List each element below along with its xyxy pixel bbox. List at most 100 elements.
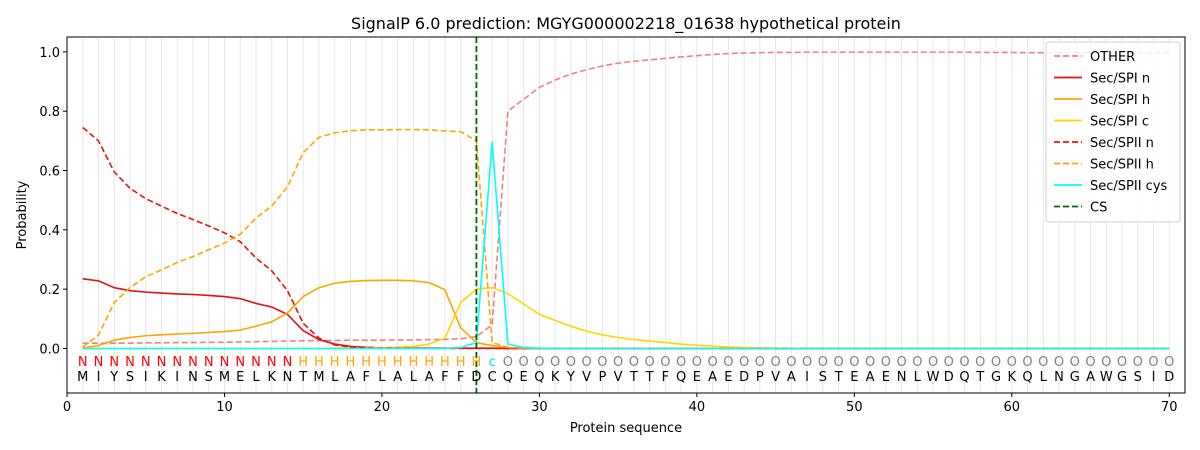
region-label: N (283, 355, 293, 370)
region-label: H (330, 355, 340, 370)
region-label: O (802, 355, 812, 370)
sequence-residue: N (283, 370, 293, 385)
y-tick-label: 0.2 (39, 283, 60, 298)
sequence-residue: E (882, 370, 890, 385)
sequence-residue: T (975, 370, 984, 385)
region-label: N (78, 355, 88, 370)
sequence-residue: A (787, 370, 796, 385)
region-label: O (597, 355, 607, 370)
x-tick-label: 30 (531, 400, 548, 415)
sequence-residue: W (1100, 370, 1113, 385)
sequence-residue: A (425, 370, 434, 385)
sequence-residue: F (662, 370, 669, 385)
sequence-residue: L (252, 370, 260, 385)
region-label: O (991, 355, 1001, 370)
x-tick-label: 10 (216, 400, 233, 415)
region-label: O (707, 355, 717, 370)
sequence-residue: K (157, 370, 166, 385)
sequence-residue: A (346, 370, 355, 385)
plot-frame (66, 36, 1186, 394)
region-label: O (534, 355, 544, 370)
region-label: O (1085, 355, 1095, 370)
sequence-residue: M (77, 370, 88, 385)
region-label: N (267, 355, 277, 370)
legend-label: CS (1090, 201, 1107, 216)
region-label: O (944, 355, 954, 370)
y-tick-label: 0.4 (39, 224, 60, 239)
x-tick-label: 0 (63, 400, 71, 415)
sequence-residue: T (629, 370, 638, 385)
region-label: O (519, 355, 529, 370)
sequence-residue: I (144, 370, 148, 385)
region-label: O (1038, 355, 1048, 370)
sequence-residue: V (614, 370, 623, 385)
region-label: N (109, 355, 119, 370)
region-label: O (755, 355, 765, 370)
region-label: c (489, 355, 496, 370)
sequence-residue: I (175, 370, 179, 385)
region-label: O (613, 355, 623, 370)
region-label: O (849, 355, 859, 370)
region-label: O (503, 355, 513, 370)
sequence-residue: D (944, 370, 954, 385)
region-label: O (550, 355, 560, 370)
sequence-residue: G (991, 370, 1001, 385)
region-label: H (377, 355, 387, 370)
region-label: O (582, 355, 592, 370)
sequence-residue: Q (959, 370, 969, 385)
region-label: O (739, 355, 749, 370)
region-label: H (472, 355, 482, 370)
region-label: O (833, 355, 843, 370)
sequence-residue: E (724, 370, 732, 385)
sequence-residue: V (582, 370, 591, 385)
sequence-annotations: MNINYNSNINKNINNNSNMNENLNKNNNTHMHLHAHFHLH… (77, 355, 1174, 385)
region-label: O (1054, 355, 1064, 370)
region-label: O (896, 355, 906, 370)
legend-label: OTHER (1090, 50, 1135, 65)
sequence-residue: P (598, 370, 606, 385)
y-tick-label: 0.8 (39, 105, 60, 120)
sequence-residue: N (188, 370, 198, 385)
region-label: O (865, 355, 875, 370)
region-label: O (629, 355, 639, 370)
sequence-residue: K (551, 370, 560, 385)
legend-label: Sec/SPII h (1090, 158, 1154, 173)
region-label: O (676, 355, 686, 370)
region-label: O (912, 355, 922, 370)
region-label: O (1070, 355, 1080, 370)
region-label: H (409, 355, 419, 370)
sequence-residue: F (457, 370, 464, 385)
sequence-residue: S (819, 370, 827, 385)
sequence-residue: I (1152, 370, 1156, 385)
region-label: O (1164, 355, 1174, 370)
y-axis-title: Probability (15, 180, 30, 249)
x-tick-label: 60 (1004, 400, 1021, 415)
sequence-residue: D (739, 370, 749, 385)
region-label: O (723, 355, 733, 370)
sequence-residue: Q (534, 370, 544, 385)
sequence-residue: T (298, 370, 307, 385)
region-label: O (975, 355, 985, 370)
sequence-residue: F (362, 370, 369, 385)
region-label: O (645, 355, 655, 370)
sequence-residue: E (850, 370, 858, 385)
region-label: O (1022, 355, 1032, 370)
sequence-residue: P (756, 370, 764, 385)
x-axis-title: Protein sequence (570, 421, 682, 436)
region-label: O (566, 355, 576, 370)
sequence-residue: E (693, 370, 701, 385)
sequence-residue: S (1134, 370, 1142, 385)
region-label: O (1117, 355, 1127, 370)
sequence-residue: L (331, 370, 339, 385)
sequence-residue: S (205, 370, 213, 385)
sequence-residue: V (771, 370, 780, 385)
sequence-residue: A (866, 370, 875, 385)
x-tick-label: 40 (689, 400, 706, 415)
sequence-residue: N (897, 370, 907, 385)
sequence-residue: S (126, 370, 134, 385)
sequence-residue: Y (566, 370, 575, 385)
sequence-residue: Y (109, 370, 118, 385)
region-label: O (881, 355, 891, 370)
sequence-residue: T (834, 370, 843, 385)
